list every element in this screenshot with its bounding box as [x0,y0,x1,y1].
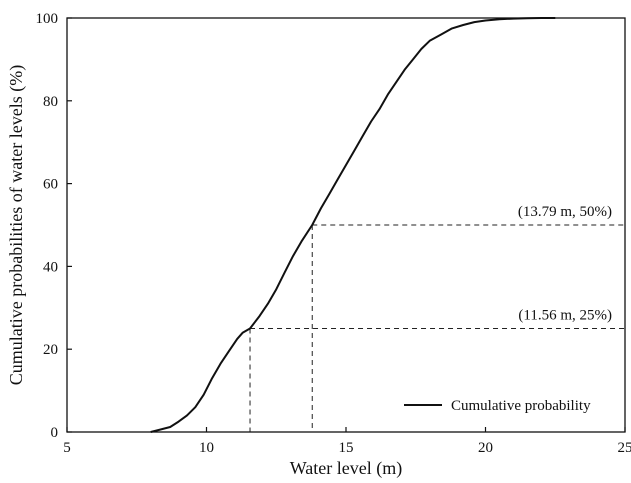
series-line-cumulative-probability [150,17,556,433]
x-tick-label: 20 [478,440,493,456]
annotation-label: (11.56 m, 25%) [518,308,612,324]
x-tick-label: 15 [339,440,354,456]
series-layer [150,17,556,433]
x-tick-label: 25 [618,440,631,456]
legend-label: Cumulative probability [451,398,591,414]
y-tick-label: 80 [43,94,58,110]
annotation-label: (13.79 m, 50%) [518,204,612,220]
y-tick-label: 40 [43,259,58,275]
legend: Cumulative probability [404,398,591,414]
y-tick-label: 0 [51,425,59,441]
x-tick-label: 10 [199,440,214,456]
y-tick-label: 100 [36,11,59,27]
x-axis-title: Water level (m) [290,458,403,479]
y-axis-title: Cumulative probabilities of water levels… [6,65,27,385]
y-tick-label: 20 [43,342,58,358]
y-tick-label: 60 [43,177,58,193]
annotations: (13.79 m, 50%) (11.56 m, 25%) [518,204,612,324]
x-tick-label: 5 [63,440,71,456]
reference-guides [249,224,625,432]
axis-ticks: 5 10 15 20 25 0 20 40 60 80 100 [36,11,631,456]
